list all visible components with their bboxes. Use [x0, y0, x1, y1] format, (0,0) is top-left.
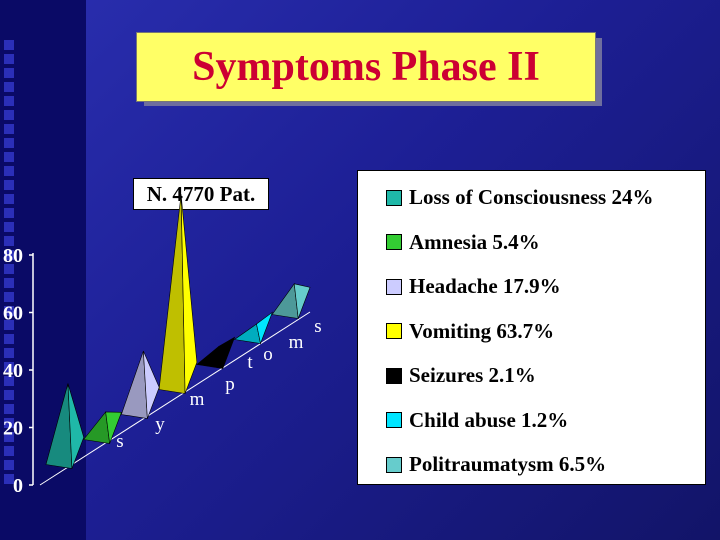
legend-item: Vomiting 63.7% — [386, 319, 554, 344]
legend-item: Seizures 2.1% — [386, 363, 536, 388]
pyramid-bar-right-face — [67, 383, 85, 469]
slide-title: Symptoms Phase II — [192, 44, 540, 90]
legend-label: Amnesia 5.4% — [409, 229, 540, 254]
category-axis-label: y — [155, 414, 165, 435]
pyramid-bar-left-face — [271, 283, 299, 319]
category-axis-label: s — [116, 431, 123, 452]
pyramid-bar-left-face — [158, 194, 186, 394]
legend-label: Loss of Consciousness 24% — [409, 185, 654, 209]
y-tick-label: 40 — [3, 360, 23, 382]
legend-swatch — [386, 412, 402, 428]
y-tick-label: 80 — [3, 245, 23, 267]
category-axis-label: m — [289, 332, 304, 353]
pyramid-bar-right-face — [218, 336, 236, 370]
category-axis-label: o — [263, 344, 273, 365]
pyramid-bar-right-face — [143, 350, 160, 419]
title-box: Symptoms Phase II — [136, 32, 596, 102]
category-axis-label: t — [247, 352, 253, 373]
legend-swatch — [386, 189, 402, 206]
legend-label: Child abuse 1.2% — [409, 407, 569, 432]
y-tick-label: 60 — [3, 303, 23, 325]
pyramid-bar-left-face — [196, 345, 224, 369]
legend-label: Seizures 2.1% — [409, 363, 536, 387]
category-axis-label: s — [314, 316, 321, 337]
legend-label: Vomiting 63.7% — [409, 318, 555, 343]
legend-item: Politraumatysm 6.5% — [386, 452, 606, 477]
y-tick-label: 0 — [13, 475, 23, 497]
floor-edge — [39, 311, 311, 486]
pyramid-bar-left-face — [233, 323, 261, 344]
legend-label: Headache 17.9% — [409, 274, 561, 298]
pyramid-bar-right-face — [256, 311, 273, 345]
legend-item: Amnesia 5.4% — [386, 230, 540, 255]
legend-swatch — [386, 323, 402, 339]
pyramid-bar-right-face — [105, 411, 122, 444]
legend-swatch — [386, 367, 402, 384]
y-tick-label: 20 — [3, 418, 23, 440]
legend-item: Child abuse 1.2% — [386, 408, 568, 433]
pyramid-bar-right-face — [293, 283, 311, 319]
left-strip — [0, 0, 86, 540]
pyramid-bar-left-face — [120, 350, 148, 419]
pyramid-bar-left-face — [45, 383, 73, 469]
category-axis-label: m — [190, 389, 205, 410]
patient-count-box: N. 4770 Pat. — [133, 178, 269, 210]
chart-legend: Loss of Consciousness 24% Amnesia 5.4% Hea… — [357, 170, 706, 485]
bullet-column — [0, 40, 14, 488]
legend-item: Loss of Consciousness 24% — [386, 185, 653, 210]
pyramid-bar-right-face — [180, 194, 198, 394]
legend-swatch — [386, 456, 402, 473]
legend-label: Politraumatysm 6.5% — [409, 452, 607, 476]
category-axis-label: p — [225, 374, 235, 395]
legend-swatch — [386, 234, 402, 250]
legend-item: Headache 17.9% — [386, 274, 561, 299]
legend-swatch — [386, 278, 402, 295]
pyramid-bar-left-face — [83, 411, 111, 444]
